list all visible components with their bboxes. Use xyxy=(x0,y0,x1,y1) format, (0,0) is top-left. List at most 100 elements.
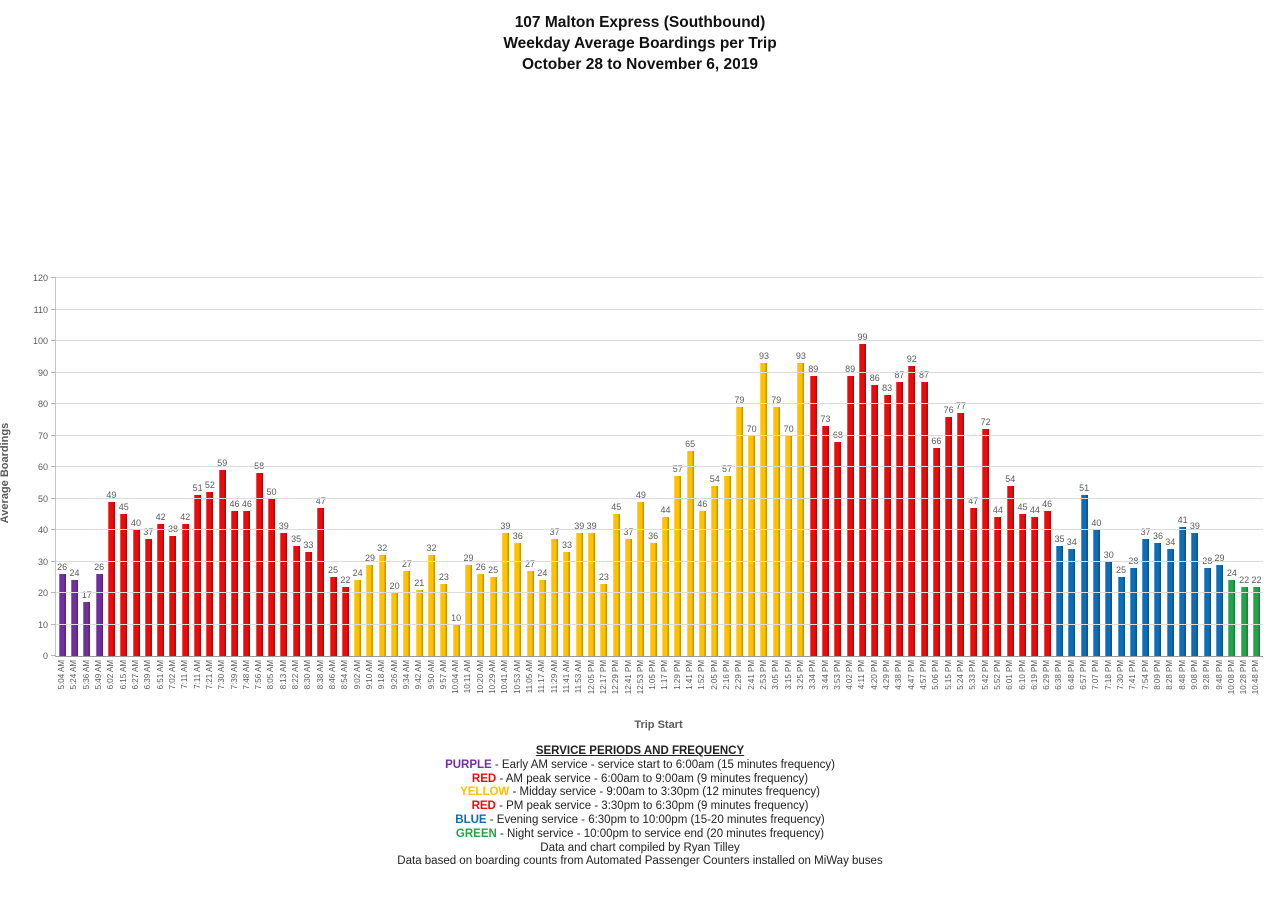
bar-slot: 22 8:54 AM xyxy=(339,278,351,690)
bar-slot: 17 5:36 AM xyxy=(81,278,93,689)
bar-midday xyxy=(600,583,608,656)
bar-slot: 37 6:39 AM xyxy=(142,278,154,689)
x-tick-label: 6:10 PM xyxy=(1017,660,1027,690)
bar-slot: 24 5:24 AM xyxy=(68,278,80,689)
bar-slot: 92 4:47 PM xyxy=(906,278,918,690)
legend-item-text: - PM peak service - 3:30pm to 6:30pm (9 … xyxy=(499,800,809,813)
bar-value-label: 87 xyxy=(894,369,905,380)
bar-value-label: 25 xyxy=(1116,565,1127,576)
bar-am_peak xyxy=(206,492,214,656)
legend-item: RED - AM peak service - 6:00am to 9:00am… xyxy=(0,773,1280,787)
x-tick-label: 10:29 AM xyxy=(488,660,498,694)
x-tick-label: 6:39 AM xyxy=(143,660,153,690)
y-tick-label: 60 xyxy=(37,462,48,472)
legend-item: PURPLE - Early AM service - service star… xyxy=(0,759,1280,773)
bar-value-label: 37 xyxy=(143,527,154,538)
x-tick-label: 5:52 PM xyxy=(992,660,1002,690)
x-tick-label: 4:47 PM xyxy=(906,660,916,690)
bar-value-label: 39 xyxy=(586,521,597,532)
x-tick-label: 9:18 AM xyxy=(377,660,387,690)
bar-pm_peak xyxy=(858,344,866,656)
bar-slot: 45 6:10 PM xyxy=(1016,278,1028,690)
bar-slot: 87 4:57 PM xyxy=(918,278,930,690)
x-tick-label: 10:11 AM xyxy=(463,660,473,694)
bar-night xyxy=(1228,580,1236,656)
bar-slot: 66 5:06 PM xyxy=(930,278,942,690)
x-tick-label: 5:49 AM xyxy=(94,660,104,690)
bar-value-label: 26 xyxy=(94,562,105,573)
x-tick-label: 11:41 AM xyxy=(561,660,571,694)
bar-slot: 79 2:29 PM xyxy=(733,278,745,690)
bar-slot: 89 4:02 PM xyxy=(844,278,856,690)
bar-slot: 26 5:49 AM xyxy=(93,278,105,689)
bar-slot: 46 7:48 AM xyxy=(241,278,253,689)
x-tick-label: 9:08 PM xyxy=(1189,660,1199,690)
x-tick-label: 11:29 AM xyxy=(549,660,559,694)
bar-am_peak xyxy=(120,514,128,656)
bar-slot: 20 9:26 AM xyxy=(388,278,400,689)
bar-midday xyxy=(501,533,509,656)
bar-evening xyxy=(1179,526,1187,656)
x-tick-label: 7:48 AM xyxy=(241,660,251,690)
bar-midday xyxy=(723,476,731,656)
legend-footer-source: Data based on boarding counts from Autom… xyxy=(397,855,883,868)
bar-slot: 87 4:38 PM xyxy=(893,278,905,690)
x-tick-label: 9:10 AM xyxy=(364,660,374,690)
bar-slot: 40 7:07 PM xyxy=(1090,278,1102,690)
bar-value-label: 39 xyxy=(1189,521,1200,532)
bar-value-label: 27 xyxy=(401,558,412,569)
bar-value-label: 24 xyxy=(1226,568,1237,579)
bar-slot: 23 9:57 AM xyxy=(438,278,450,690)
bar-value-label: 26 xyxy=(57,562,68,573)
bar-value-label: 49 xyxy=(635,489,646,500)
x-tick-label: 1:41 PM xyxy=(685,660,695,690)
x-tick-label: 6:15 AM xyxy=(118,660,128,690)
bar-evening xyxy=(1105,561,1113,656)
bar-pm_peak xyxy=(883,394,891,656)
bar-slot: 44 5:52 PM xyxy=(992,278,1004,689)
bar-value-label: 17 xyxy=(81,590,92,601)
bar-slot: 27 9:34 AM xyxy=(401,278,413,689)
bar-slot: 45 12:29 PM xyxy=(610,278,622,694)
x-tick-label: 4:29 PM xyxy=(882,660,892,690)
y-tick-label: 120 xyxy=(32,273,48,283)
x-tick-label: 5:24 PM xyxy=(955,660,965,690)
x-tick-label: 9:57 AM xyxy=(438,660,448,690)
bar-evening xyxy=(1129,567,1137,656)
x-tick-label: 6:29 PM xyxy=(1042,660,1052,690)
y-axis-tick xyxy=(51,403,56,404)
bar-am_peak xyxy=(267,498,275,656)
bar-midday xyxy=(735,407,743,656)
bar-midday xyxy=(452,624,460,656)
x-tick-label: 6:02 AM xyxy=(106,660,116,690)
bar-value-label: 30 xyxy=(1103,549,1114,560)
bar-midday xyxy=(575,533,583,656)
x-tick-label: 3:15 PM xyxy=(783,660,793,690)
bar-value-label: 93 xyxy=(758,351,769,362)
bar-slot: 51 6:57 PM xyxy=(1078,278,1090,689)
bar-midday xyxy=(415,589,423,656)
x-tick-label: 9:02 AM xyxy=(352,660,362,690)
x-tick-label: 5:15 PM xyxy=(943,660,953,690)
x-tick-label: 12:05 PM xyxy=(586,660,596,695)
x-tick-label: 9:28 PM xyxy=(1202,660,1212,690)
bar-slot: 287:41 PM xyxy=(1127,278,1139,690)
bar-midday xyxy=(403,570,411,656)
bar-pm_peak xyxy=(1019,514,1027,656)
y-tick-label: 90 xyxy=(37,367,48,378)
bar-slot: 57 2:16 PM xyxy=(721,278,733,689)
x-tick-label: 8:05 AM xyxy=(266,660,276,690)
legend-color-key: RED xyxy=(471,800,500,813)
legend-color-key: RED xyxy=(471,772,500,785)
bar-slot: 36 10:53 AM xyxy=(512,278,524,694)
bar-value-label: 93 xyxy=(795,351,806,362)
bar-value-label: 29 xyxy=(1214,552,1225,563)
legend-item: YELLOW - Midday service - 9:00am to 3:30… xyxy=(0,786,1280,800)
x-tick-label: 6:51 AM xyxy=(155,660,165,690)
bar-slot: 77 5:24 PM xyxy=(955,278,967,689)
bar-midday xyxy=(760,363,768,656)
bar-slot: 93 3:25 PM xyxy=(795,278,807,690)
x-tick-label: 4:02 PM xyxy=(845,660,855,690)
bar-slot: 65 1:41 PM xyxy=(684,278,696,690)
bar-value-label: 44 xyxy=(660,505,671,516)
